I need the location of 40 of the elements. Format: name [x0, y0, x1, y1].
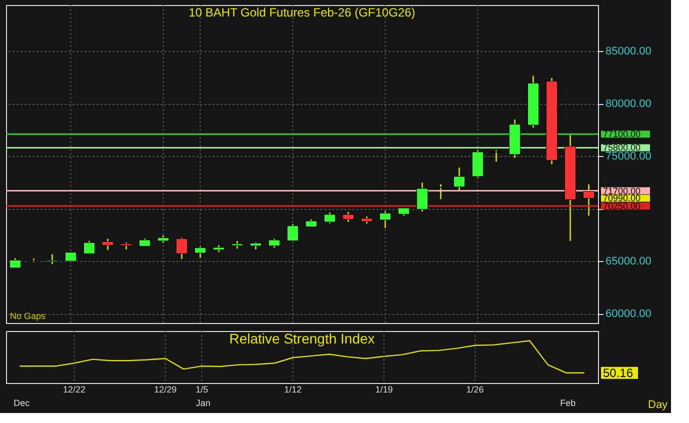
candlestick	[46, 254, 58, 265]
x-tick-label: 1/12	[284, 384, 302, 394]
candlestick	[10, 257, 21, 269]
y-tick-label: 80000.00	[606, 98, 652, 110]
text: Dec	[14, 398, 30, 408]
candlestick	[176, 237, 188, 260]
candlestick	[194, 246, 206, 258]
x-tick-label: 12/22	[63, 384, 86, 394]
ref-line-label: 71700.00	[603, 186, 641, 196]
text: Jan	[196, 398, 210, 408]
x-tick-label: 1/19	[375, 384, 393, 394]
ref-line-label: 70250.00	[603, 200, 641, 211]
annotation: No Gaps	[10, 311, 46, 321]
candlestick	[490, 150, 502, 162]
chart-title: 10 BAHT Gold Futures Feb-26 (GF10G26)	[188, 6, 416, 20]
x-tick-label: 1/26	[466, 384, 484, 394]
text: Feb	[560, 398, 576, 408]
chart-title: Relative Strength Index	[229, 330, 375, 346]
text: 70990.00	[603, 193, 641, 204]
candlestick	[102, 238, 114, 251]
ref-line-label: 77100.00	[603, 129, 641, 140]
y-tick-label: 60000.00	[606, 308, 652, 320]
text: 50.16	[603, 366, 634, 380]
ref-line-label: 75800.00	[603, 142, 641, 153]
candlestick	[454, 166, 465, 191]
candlestick	[84, 240, 95, 254]
x-tick-label: 1/5	[196, 384, 208, 394]
candlestick	[287, 223, 298, 242]
candlestick	[435, 184, 446, 200]
candlestick	[416, 182, 428, 212]
candlestick	[380, 210, 391, 229]
candlestick	[324, 212, 336, 224]
y-tick-label: 75000.00	[606, 150, 652, 163]
x-tick-label: 12/29	[154, 384, 177, 394]
text: Day	[648, 399, 668, 411]
candlestick	[268, 238, 280, 248]
candlestick	[583, 184, 594, 216]
y-tick-label: 85000.00	[606, 46, 652, 58]
candlestick	[342, 211, 354, 223]
y-tick-label: 65000.00	[606, 256, 652, 268]
